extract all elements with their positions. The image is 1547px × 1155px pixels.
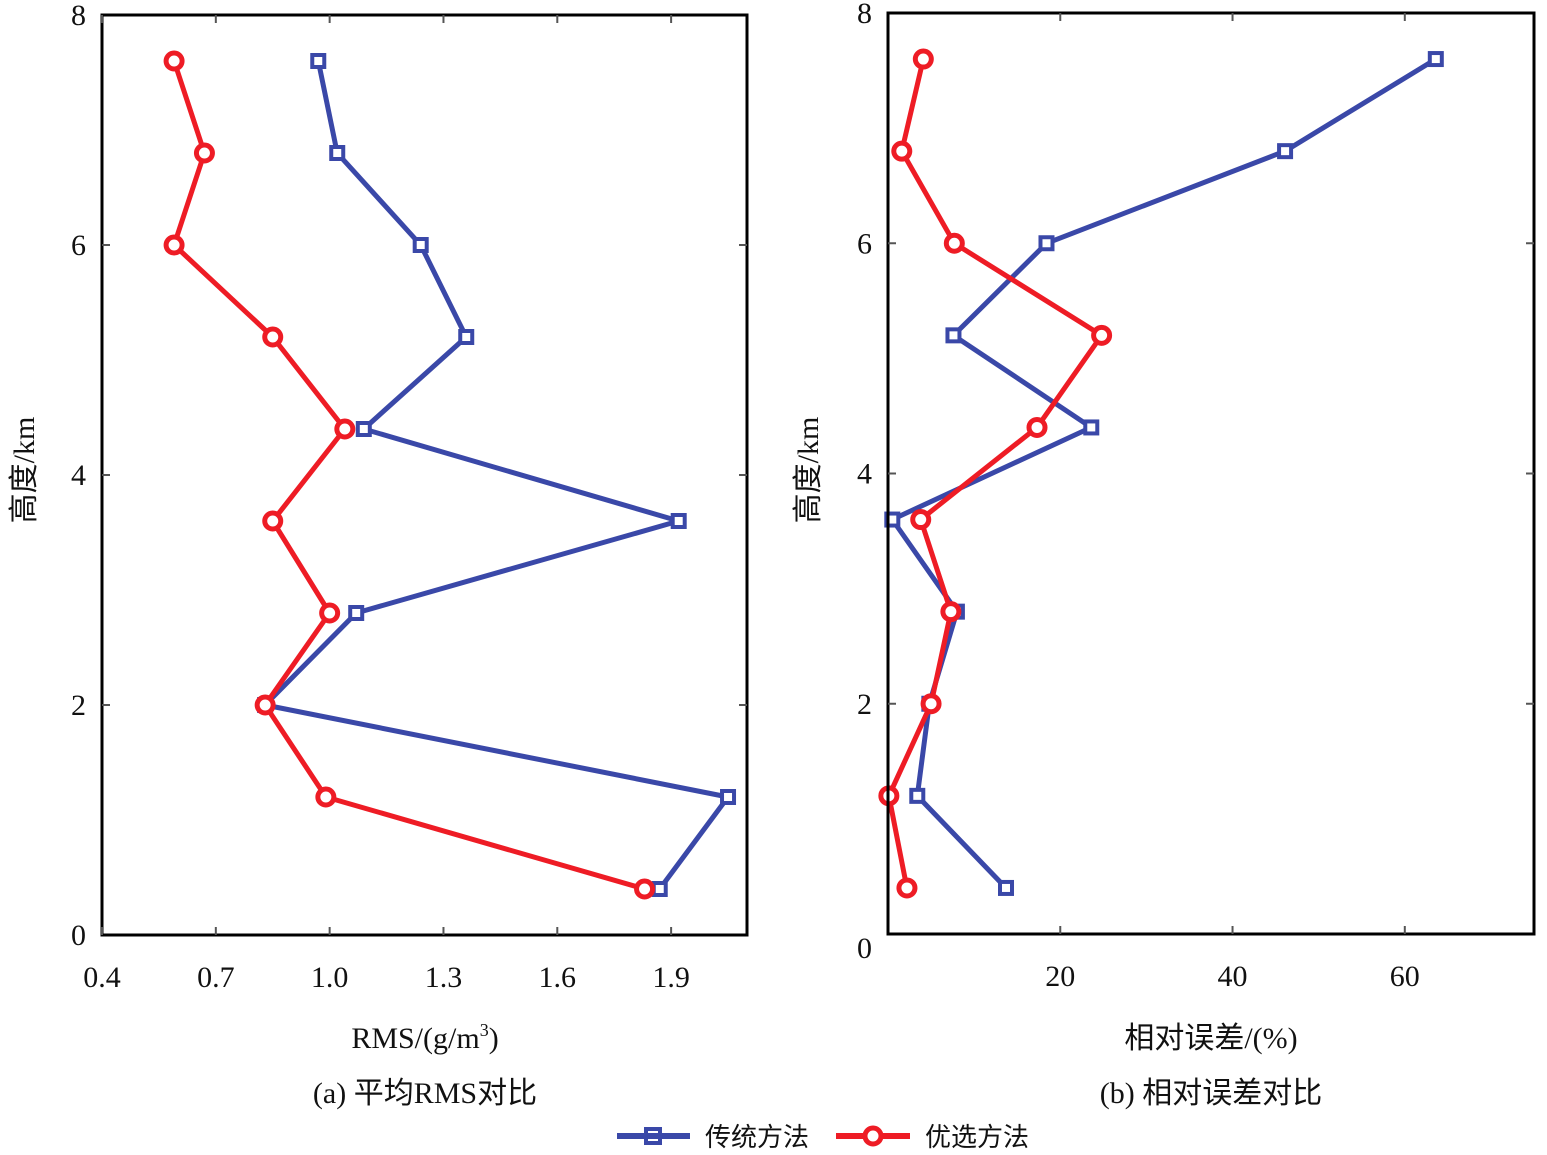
data-point-square [1427, 51, 1444, 68]
data-point-circle [940, 601, 962, 623]
data-point-square [458, 329, 475, 345]
x-tick-label: 1.0 [311, 961, 349, 994]
x-tick-label: 20 [1045, 960, 1075, 993]
y-tick-label: 8 [857, 0, 872, 30]
panel-a-rms: 0.4 0.7 1.0 1.3 1.6 1.9 0 2 4 6 8 高度/km RMS/(g/m3)… [8, 0, 749, 1110]
data-point-circle [163, 50, 185, 72]
data-point-square [310, 53, 327, 69]
data-point-circle [262, 326, 284, 348]
data-point-circle [896, 877, 918, 899]
data-point-square [1038, 235, 1055, 252]
data-point-circle [1091, 324, 1113, 346]
legend-label-traditional: 传统方法 [705, 1123, 809, 1152]
panel-a-xlabel-sup: 3 [480, 1020, 489, 1040]
panel-b-marks [878, 48, 1444, 899]
data-point-square [909, 787, 926, 804]
data-point-circle [319, 602, 341, 624]
series-traditional [884, 51, 1444, 896]
y-tick-label: 8 [71, 0, 86, 32]
data-point-circle [910, 509, 932, 531]
data-point-square [670, 513, 687, 529]
panel-b-caption: (b) 相对误差对比 [1100, 1077, 1322, 1110]
data-point-square [998, 879, 1015, 896]
data-point-circle [634, 878, 656, 900]
y-tick-label: 4 [71, 459, 86, 492]
legend-item-traditional: 传统方法 [617, 1123, 809, 1152]
data-point-circle [163, 234, 185, 256]
data-point-circle [193, 142, 215, 164]
y-tick-label: 6 [71, 229, 86, 262]
data-point-circle [334, 418, 356, 440]
data-point-circle [254, 694, 276, 716]
data-point-circle [1026, 416, 1048, 438]
x-tick-label: 60 [1390, 960, 1420, 993]
series-line [262, 60, 731, 891]
data-point-square [329, 145, 346, 161]
panel-b-ticks: 20 40 60 0 2 4 6 8 [857, 0, 1534, 993]
panel-a-xlabel-main: RMS/(g/m [351, 1022, 479, 1055]
series-optimized [163, 50, 656, 900]
data-point-square [355, 421, 372, 437]
data-point-square [945, 327, 962, 344]
series-line [171, 60, 646, 892]
data-point-circle [943, 232, 965, 254]
legend-item-optimized: 优选方法 [836, 1123, 1029, 1152]
legend: 传统方法 优选方法 [617, 1123, 1029, 1152]
legend-square-marker-icon [644, 1127, 662, 1145]
panel-a-ticks: 0.4 0.7 1.0 1.3 1.6 1.9 0 2 4 6 8 [71, 0, 747, 994]
y-tick-label: 2 [857, 688, 872, 721]
legend-label-optimized: 优选方法 [925, 1123, 1029, 1152]
x-tick-label: 1.3 [425, 961, 463, 994]
panel-a-xlabel: RMS/(g/m3) [351, 1020, 498, 1055]
data-point-circle [891, 140, 913, 162]
panel-a-caption: (a) 平均RMS对比 [313, 1077, 537, 1110]
x-tick-label: 0.4 [83, 961, 121, 994]
y-tick-label: 0 [71, 919, 86, 952]
y-tick-label: 4 [857, 458, 872, 491]
legend-circle-marker-icon [862, 1125, 884, 1147]
panel-b-xlabel: 相对误差/(%) [1124, 1022, 1297, 1055]
series-line [889, 56, 1438, 890]
y-tick-label: 6 [857, 227, 872, 260]
x-tick-label: 1.6 [539, 961, 577, 994]
data-point-circle [912, 48, 934, 70]
data-point-circle [315, 786, 337, 808]
y-tick-label: 2 [71, 689, 86, 722]
series-line [886, 58, 1105, 889]
data-point-circle [262, 510, 284, 532]
data-point-square [720, 789, 737, 805]
data-point-circle [920, 693, 942, 715]
data-point-square [348, 605, 365, 621]
data-point-square [1277, 143, 1294, 160]
panel-b-frame [886, 11, 1536, 936]
y-tick-label: 0 [857, 932, 872, 965]
panel-b-relative-error: 20 40 60 0 2 4 6 8 高度/km 相对误差/(%) (b) 相对误差对比 [792, 0, 1536, 1110]
panel-a-xlabel-tail: ) [489, 1022, 499, 1055]
panel-b-ylabel: 高度/km [792, 417, 825, 524]
x-tick-label: 40 [1218, 960, 1248, 993]
panel-a-marks [163, 50, 737, 900]
x-tick-label: 1.9 [652, 961, 690, 994]
data-point-square [412, 237, 429, 253]
data-point-square [1083, 419, 1100, 436]
series-traditional [257, 53, 737, 897]
data-point-square [651, 881, 668, 897]
x-tick-label: 0.7 [197, 961, 235, 994]
panel-a-ylabel: 高度/km [8, 417, 41, 524]
